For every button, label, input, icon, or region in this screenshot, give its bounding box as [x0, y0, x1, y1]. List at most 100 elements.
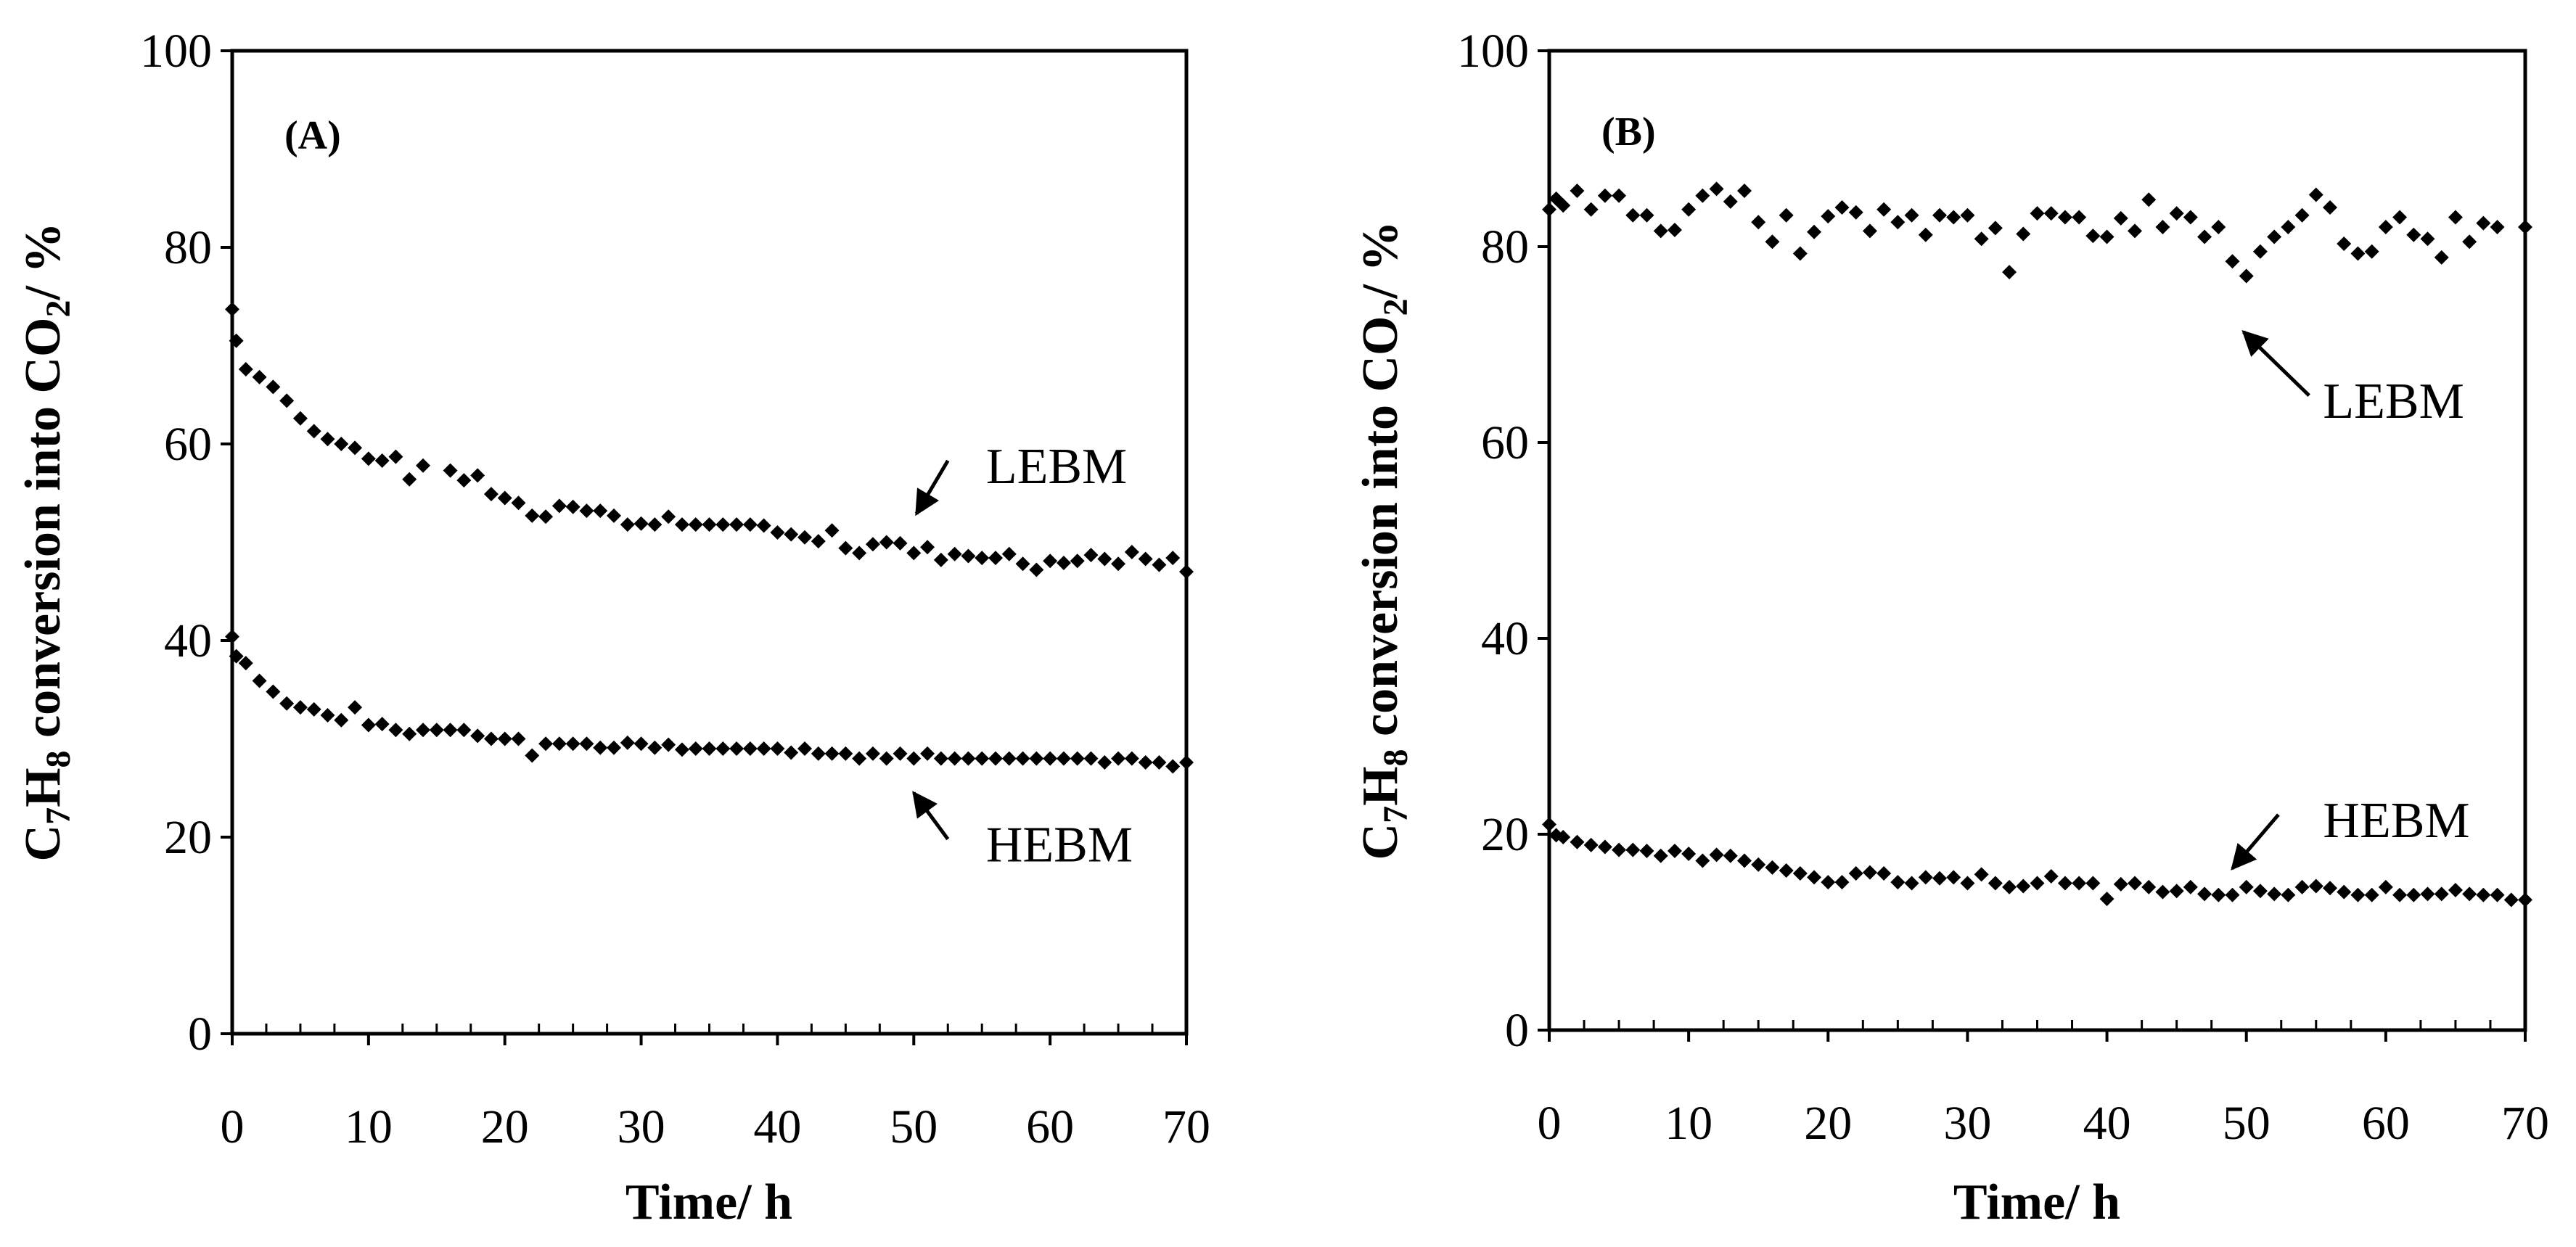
data-point: [2211, 887, 2226, 902]
data-point: [1570, 184, 1585, 199]
data-point: [1667, 843, 1682, 858]
y-axis-title: C7H8 conversion into CO2/ %: [15, 223, 78, 862]
data-point: [2183, 210, 2198, 225]
data-point: [2155, 220, 2170, 234]
data-point: [2183, 879, 2198, 894]
data-point: [1124, 751, 1139, 766]
data-point: [2085, 876, 2101, 891]
data-point: [1015, 556, 1030, 572]
data-point: [388, 723, 403, 738]
data-point: [511, 731, 526, 746]
series-lebm: [1542, 181, 2532, 284]
data-point: [266, 379, 281, 395]
data-point: [715, 741, 731, 757]
data-point: [1974, 231, 1989, 247]
series-hebm: [225, 629, 1194, 774]
data-point: [879, 535, 894, 550]
data-point: [1111, 556, 1126, 572]
data-point: [1165, 759, 1181, 774]
data-point: [1709, 181, 1724, 197]
data-point: [1681, 847, 1697, 861]
data-point: [2294, 879, 2310, 894]
data-point: [292, 411, 308, 426]
data-point: [579, 736, 594, 752]
data-point: [2490, 220, 2505, 234]
y-tick-label: 0: [1505, 1004, 1529, 1057]
data-point: [1111, 751, 1126, 766]
x-tick-label: 0: [221, 1100, 245, 1153]
data-point: [674, 517, 689, 532]
data-point: [988, 551, 1003, 566]
plot-area-frame: [230, 49, 1189, 1036]
data-point: [2434, 886, 2449, 902]
data-point: [893, 746, 908, 761]
chart-panel-b: 0 20 40 60 80 100 0 10 20 30 40 50 60 70 (B) Time/ h…: [1353, 25, 2549, 1230]
data-point: [483, 487, 499, 502]
data-point: [702, 517, 717, 532]
data-point: [975, 751, 990, 766]
x-tick-label: 30: [618, 1100, 665, 1153]
data-point: [2503, 892, 2519, 908]
data-point: [811, 534, 826, 549]
data-point: [607, 508, 621, 523]
x-tick-label: 70: [1162, 1100, 1210, 1153]
data-point: [2239, 268, 2254, 284]
data-point: [838, 746, 853, 761]
x-tick-label: 60: [2362, 1097, 2410, 1150]
data-point: [525, 508, 540, 523]
data-point: [2462, 234, 2477, 250]
data-point: [1043, 751, 1058, 766]
data-point: [2197, 886, 2212, 902]
data-point: [1834, 200, 1850, 215]
data-point: [2057, 876, 2072, 891]
data-point: [1723, 848, 1738, 863]
y-tick-label: 80: [1481, 221, 1529, 273]
data-point: [1083, 751, 1099, 766]
data-point: [2030, 876, 2045, 891]
data-point: [2072, 210, 2087, 225]
data-point: [429, 723, 444, 738]
x-tick-label: 10: [345, 1100, 393, 1153]
data-point: [593, 503, 608, 519]
data-point: [2225, 887, 2240, 902]
data-point: [1904, 876, 1919, 891]
data-point: [2113, 210, 2128, 226]
data-point: [647, 740, 663, 755]
data-point: [2392, 887, 2408, 902]
x-tick-label: 20: [1804, 1097, 1852, 1150]
x-tick-label: 70: [2501, 1097, 2549, 1150]
chart-panel-a: 0 20 40 60 80 100 0 10 20 30 40 50 60 70 (A) Time/ h…: [15, 25, 1210, 1230]
data-point: [1848, 205, 1863, 220]
data-point: [620, 735, 635, 750]
data-point: [229, 649, 244, 664]
data-point: [1542, 817, 1556, 832]
data-point: [607, 740, 621, 755]
data-point: [2378, 220, 2393, 234]
data-point: [1556, 830, 1571, 845]
data-point: [865, 746, 880, 761]
data-point: [1597, 188, 1612, 203]
data-point: [1639, 843, 1654, 858]
data-point: [2211, 220, 2226, 234]
data-point: [1056, 751, 1071, 766]
y-tick-label: 0: [188, 1008, 212, 1061]
data-point: [688, 741, 703, 757]
data-point: [1890, 215, 1906, 230]
data-point: [729, 517, 745, 532]
data-point: [252, 369, 267, 384]
x-tick-label: 20: [481, 1100, 529, 1153]
data-point: [1070, 553, 1085, 569]
data-point: [2016, 878, 2031, 894]
data-point: [620, 517, 635, 532]
y-tick-label: 20: [164, 811, 212, 864]
data-point: [2141, 879, 2157, 894]
data-point: [497, 731, 512, 746]
data-point: [511, 495, 526, 511]
y-tick-label: 20: [1481, 808, 1529, 861]
data-point: [2350, 887, 2366, 902]
data-point: [2043, 869, 2059, 884]
data-point: [456, 723, 472, 738]
data-point: [1751, 857, 1766, 872]
data-point: [1779, 863, 1794, 878]
data-point: [2099, 229, 2114, 244]
